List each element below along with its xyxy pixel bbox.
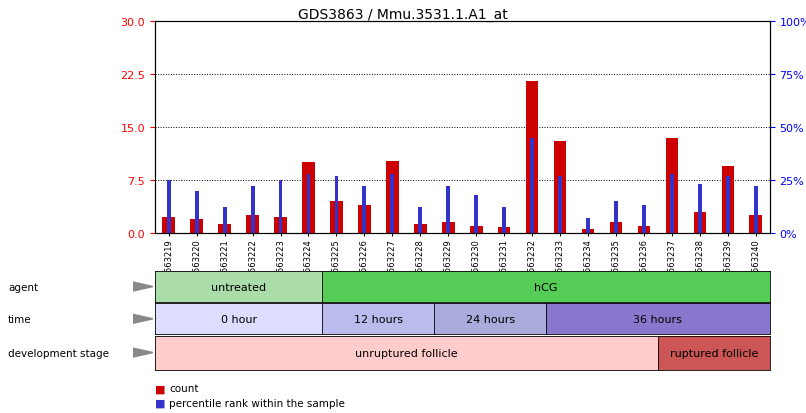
Polygon shape <box>133 348 153 357</box>
Bar <box>334 176 339 233</box>
Text: percentile rank within the sample: percentile rank within the sample <box>169 398 345 408</box>
Bar <box>251 187 255 233</box>
Bar <box>222 208 226 233</box>
Bar <box>642 206 646 233</box>
Bar <box>559 176 562 233</box>
Bar <box>386 161 399 233</box>
Text: unruptured follicle: unruptured follicle <box>355 348 458 358</box>
Bar <box>530 138 534 233</box>
Bar <box>363 187 366 233</box>
Bar <box>638 226 650 233</box>
Bar <box>693 212 706 233</box>
Bar <box>474 195 478 233</box>
Bar <box>554 142 567 233</box>
Bar <box>358 205 371 233</box>
Text: development stage: development stage <box>8 348 109 358</box>
Bar <box>726 176 729 233</box>
Polygon shape <box>133 282 153 291</box>
Text: 0 hour: 0 hour <box>221 314 256 324</box>
Bar <box>302 163 315 233</box>
Bar <box>247 216 259 233</box>
Bar <box>442 223 455 233</box>
Bar <box>526 82 538 233</box>
Bar <box>274 218 287 233</box>
Bar <box>163 218 175 233</box>
Text: ■: ■ <box>155 383 165 393</box>
Bar <box>666 138 678 233</box>
Bar <box>470 226 483 233</box>
Bar <box>750 216 762 233</box>
Bar <box>279 180 282 233</box>
Bar <box>418 208 422 233</box>
Text: time: time <box>8 314 31 324</box>
Bar <box>614 202 618 233</box>
Bar <box>167 180 171 233</box>
Text: count: count <box>169 383 199 393</box>
Bar <box>218 225 231 233</box>
Text: ruptured follicle: ruptured follicle <box>670 348 758 358</box>
Bar <box>390 174 394 233</box>
Bar <box>498 228 510 233</box>
Bar <box>447 187 451 233</box>
Text: GDS3863 / Mmu.3531.1.A1_at: GDS3863 / Mmu.3531.1.A1_at <box>298 8 508 22</box>
Text: 36 hours: 36 hours <box>634 314 683 324</box>
Bar <box>190 219 203 233</box>
Bar <box>502 208 506 233</box>
Bar <box>721 166 734 233</box>
Polygon shape <box>133 315 153 323</box>
Bar <box>330 202 343 233</box>
Bar <box>195 191 198 233</box>
Text: hCG: hCG <box>534 282 558 292</box>
Text: ■: ■ <box>155 398 165 408</box>
Bar <box>609 223 622 233</box>
Text: 24 hours: 24 hours <box>466 314 515 324</box>
Bar <box>582 230 594 233</box>
Bar <box>414 225 426 233</box>
Bar <box>670 174 674 233</box>
Text: agent: agent <box>8 282 38 292</box>
Bar <box>586 218 590 233</box>
Bar <box>698 185 702 233</box>
Bar <box>306 174 310 233</box>
Text: untreated: untreated <box>211 282 266 292</box>
Bar <box>754 187 758 233</box>
Text: 12 hours: 12 hours <box>354 314 403 324</box>
